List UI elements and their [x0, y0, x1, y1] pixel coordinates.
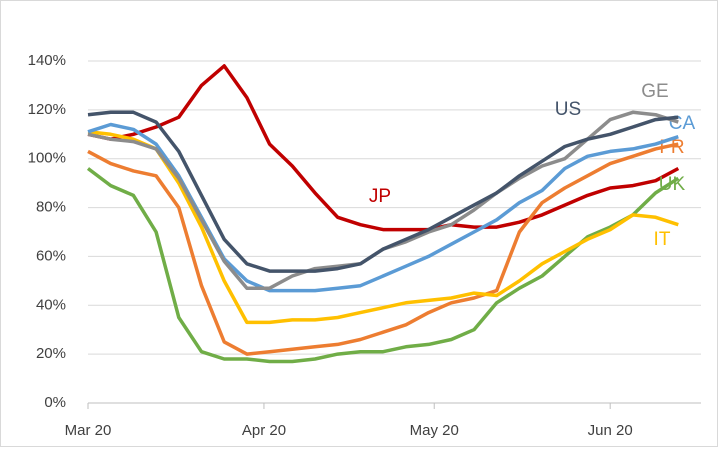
y-tick-label: 80%	[36, 199, 66, 216]
y-tick-label: 40%	[36, 296, 66, 313]
y-tick-label: 0%	[44, 394, 66, 411]
y-tick-label: 60%	[36, 247, 66, 264]
x-tick-label: Mar 20	[65, 422, 112, 439]
series-line	[87, 130, 679, 325]
series-line	[87, 64, 680, 232]
series-line	[87, 110, 679, 273]
series-label: JP	[369, 186, 391, 207]
y-tick-label: 140%	[28, 52, 66, 69]
series-line	[87, 142, 679, 356]
x-tick-label: May 20	[410, 422, 459, 439]
series-label: GE	[641, 81, 668, 102]
y-tick-label: 100%	[28, 150, 66, 167]
series-label: IT	[654, 229, 671, 250]
x-tick-label: Apr 20	[242, 422, 286, 439]
x-tick-label: Jun 20	[588, 422, 633, 439]
series-label: UK	[659, 174, 686, 195]
series-label: US	[555, 99, 581, 120]
y-tick-label: 120%	[28, 101, 66, 118]
y-tick-label: 20%	[36, 345, 66, 362]
